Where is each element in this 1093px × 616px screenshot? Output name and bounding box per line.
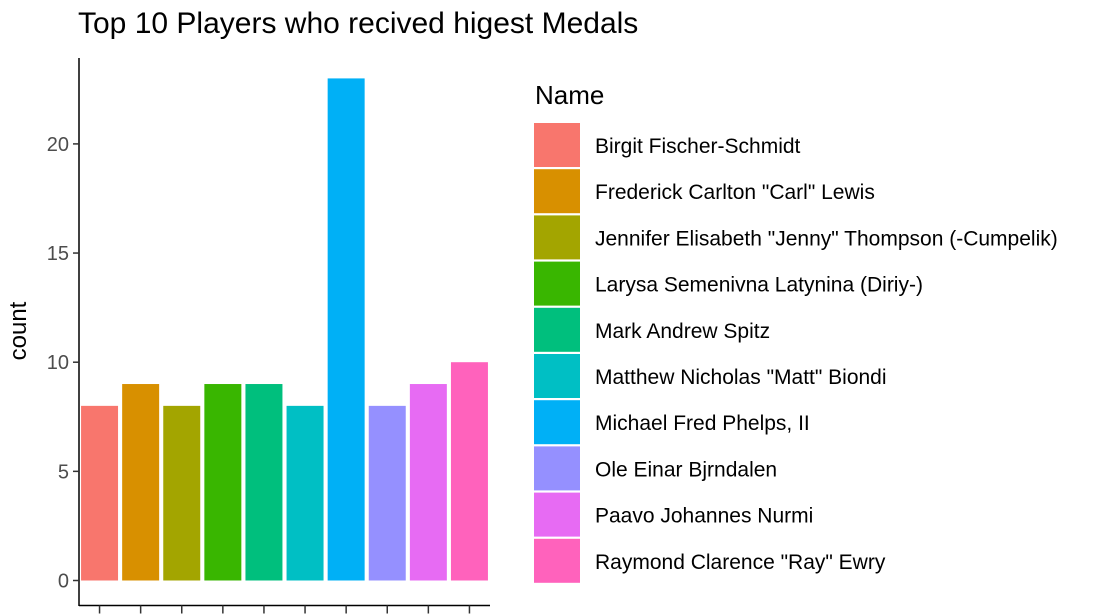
legend-key	[534, 169, 580, 214]
legend-item: Jennifer Elisabeth "Jenny" Thompson (-Cu…	[534, 215, 1058, 260]
legend-label: Jennifer Elisabeth "Jenny" Thompson (-Cu…	[595, 227, 1058, 250]
bar	[163, 405, 201, 581]
legend-label: Raymond Clarence "Ray" Ewry	[595, 551, 886, 574]
bar	[286, 405, 324, 581]
legend-label: Ole Einar Bjrndalen	[595, 458, 777, 481]
bar	[245, 384, 283, 581]
legend-label: Paavo Johannes Nurmi	[595, 505, 813, 528]
y-axis: 0 5 10 15 20	[47, 58, 80, 606]
x-axis	[79, 604, 490, 614]
y-axis-title: count	[5, 301, 32, 360]
legend-label: Larysa Semenivna Latynina (Diriy-)	[595, 274, 923, 297]
y-tick-label: 10	[47, 352, 69, 374]
plot-area	[81, 78, 488, 581]
legend-title: Name	[535, 80, 604, 110]
legend: Birgit Fischer-Schmidt Frederick Carlton …	[534, 123, 1058, 583]
legend-label: Birgit Fischer-Schmidt	[595, 135, 801, 158]
bar	[368, 405, 406, 581]
legend-item: Matthew Nicholas "Matt" Biondi	[534, 354, 887, 398]
legend-item: Michael Fred Phelps, II	[534, 400, 810, 445]
bar	[81, 405, 119, 581]
legend-item: Frederick Carlton "Carl" Lewis	[534, 169, 875, 214]
y-tick-label: 5	[58, 461, 69, 483]
legend-key	[534, 261, 580, 306]
y-tick-label: 0	[58, 571, 69, 593]
y-tick-label: 20	[47, 134, 69, 156]
legend-item: Birgit Fischer-Schmidt	[534, 123, 801, 167]
legend-item: Raymond Clarence "Ray" Ewry	[534, 538, 886, 583]
legend-key	[534, 307, 580, 352]
legend-key	[534, 538, 580, 583]
bar	[204, 384, 242, 581]
legend-label: Michael Fred Phelps, II	[595, 412, 810, 435]
bar	[450, 362, 488, 581]
legend-key	[534, 400, 580, 445]
legend-key	[534, 123, 580, 167]
legend-label: Matthew Nicholas "Matt" Biondi	[595, 366, 887, 389]
legend-item: Larysa Semenivna Latynina (Diriy-)	[534, 261, 923, 306]
y-tick-label: 15	[47, 243, 69, 265]
bar	[327, 78, 365, 581]
bar	[122, 384, 160, 581]
legend-item: Ole Einar Bjrndalen	[534, 446, 777, 491]
legend-key	[534, 354, 580, 398]
legend-key	[534, 215, 580, 260]
legend-item: Mark Andrew Spitz	[534, 307, 770, 352]
legend-key	[534, 446, 580, 491]
legend-item: Paavo Johannes Nurmi	[534, 492, 813, 537]
legend-key	[534, 492, 580, 537]
legend-label: Frederick Carlton "Carl" Lewis	[595, 181, 875, 204]
legend-label: Mark Andrew Spitz	[595, 320, 770, 343]
chart-title: Top 10 Players who recived higest Medals	[78, 7, 638, 40]
bar	[409, 384, 447, 581]
